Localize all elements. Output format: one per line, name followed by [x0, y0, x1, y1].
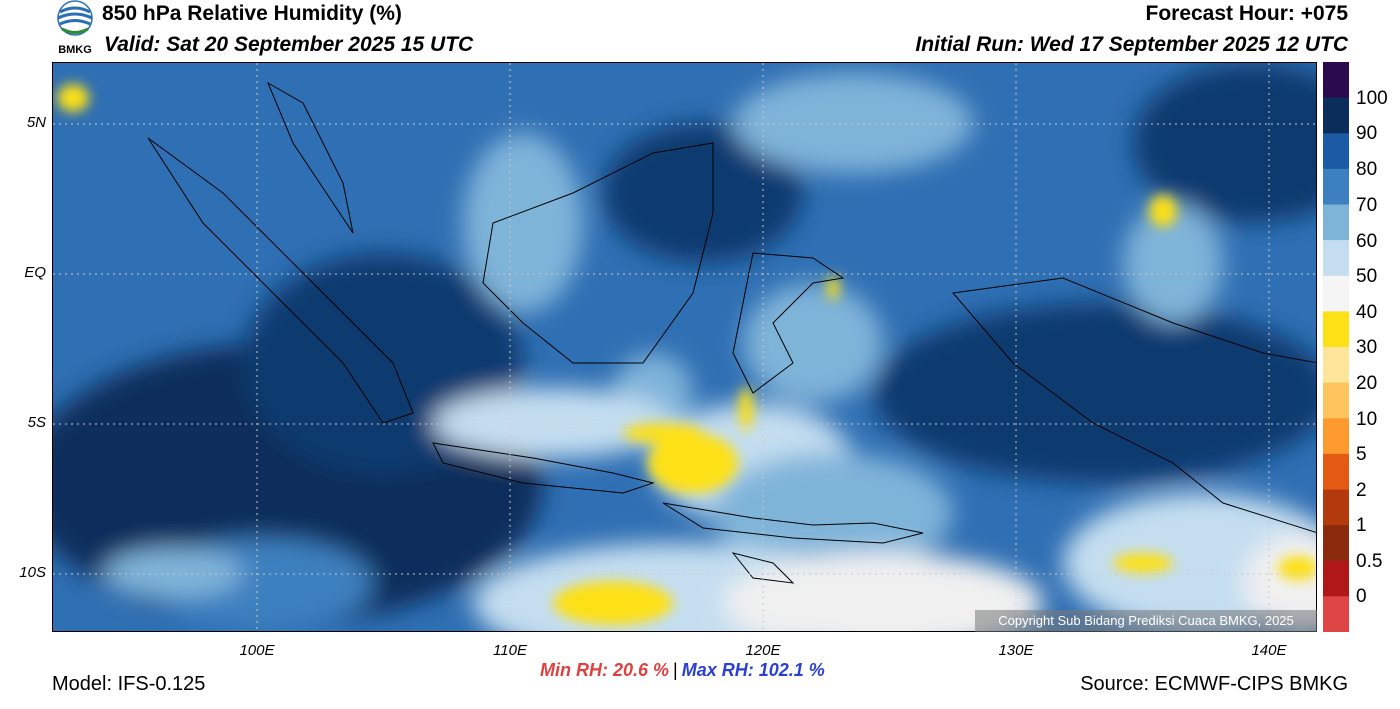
colorbar-segment — [1323, 204, 1349, 241]
rh-stats: Min RH: 20.6 % | Max RH: 102.1 % — [540, 660, 825, 681]
copyright-notice: Copyright Sub Bidang Prediksi Cuaca BMKG… — [975, 610, 1317, 632]
chart-title: 850 hPa Relative Humidity (%) — [102, 2, 402, 25]
source-label: Source: ECMWF-CIPS BMKG — [1080, 673, 1348, 695]
colorbar-segment — [1323, 347, 1349, 384]
logo-text: BMKG — [58, 44, 92, 56]
colorbar-segment — [1323, 489, 1349, 526]
colorbar-label-80: 80 — [1356, 159, 1378, 180]
humidity-map — [52, 62, 1317, 632]
dry-patches — [57, 84, 1316, 625]
lon-label-120e: 120E — [745, 642, 781, 659]
initial-run: Initial Run: Wed 17 September 2025 12 UT… — [915, 33, 1348, 56]
bmkg-logo: BMKG — [52, 0, 98, 60]
graticule — [53, 63, 1316, 631]
colorbar-segment — [1323, 525, 1349, 562]
colorbar — [1323, 62, 1349, 633]
lon-label-110e: 110E — [493, 642, 527, 659]
colorbar-label-90: 90 — [1356, 123, 1378, 144]
colorbar-label-1: 1 — [1356, 515, 1367, 536]
colorbar-segment — [1323, 133, 1349, 170]
colorbar-label-10: 10 — [1356, 409, 1378, 430]
colorbar-label-5: 5 — [1356, 444, 1367, 465]
colorbar-segment — [1323, 62, 1349, 99]
min-rh: Min RH: 20.6 % — [540, 660, 670, 680]
lat-label-5s: 5S — [27, 414, 46, 431]
colorbar-label-2: 2 — [1356, 480, 1367, 501]
lat-label-eq: EQ — [24, 264, 46, 281]
colorbar-segment — [1323, 596, 1349, 633]
lat-label-10s: 10S — [19, 564, 46, 581]
colorbar-label-40: 40 — [1356, 302, 1378, 323]
lon-label-140e: 140E — [1251, 642, 1287, 659]
lon-label-130e: 130E — [998, 642, 1034, 659]
colorbar-label-20: 20 — [1356, 373, 1378, 394]
lon-label-100e: 100E — [239, 642, 275, 659]
colorbar-label-30: 30 — [1356, 337, 1378, 358]
colorbar-label-0: 0 — [1356, 586, 1367, 607]
colorbar-label-0-5: 0.5 — [1356, 551, 1383, 572]
colorbar-segment — [1323, 418, 1349, 455]
lat-label-5n: 5N — [26, 114, 46, 131]
colorbar-label-70: 70 — [1356, 195, 1378, 216]
colorbar-label-50: 50 — [1356, 266, 1378, 287]
colorbar-segment — [1323, 97, 1349, 134]
colorbar-segment — [1323, 382, 1349, 419]
colorbar-segment — [1323, 311, 1349, 348]
colorbar-segment — [1323, 453, 1349, 491]
colorbar-label-60: 60 — [1356, 231, 1378, 252]
colorbar-segment — [1323, 275, 1349, 312]
valid-time: Valid: Sat 20 September 2025 15 UTC — [104, 33, 474, 56]
colorbar-segment — [1323, 240, 1349, 277]
colorbar-segment — [1323, 560, 1349, 597]
colorbar-segment — [1323, 168, 1349, 206]
model-label: Model: IFS-0.125 — [52, 673, 206, 695]
max-rh: Max RH: 102.1 % — [681, 660, 825, 680]
stats-separator: | — [673, 660, 678, 680]
colorbar-label-100: 100 — [1356, 88, 1388, 109]
forecast-hour: Forecast Hour: +075 — [1145, 2, 1349, 25]
